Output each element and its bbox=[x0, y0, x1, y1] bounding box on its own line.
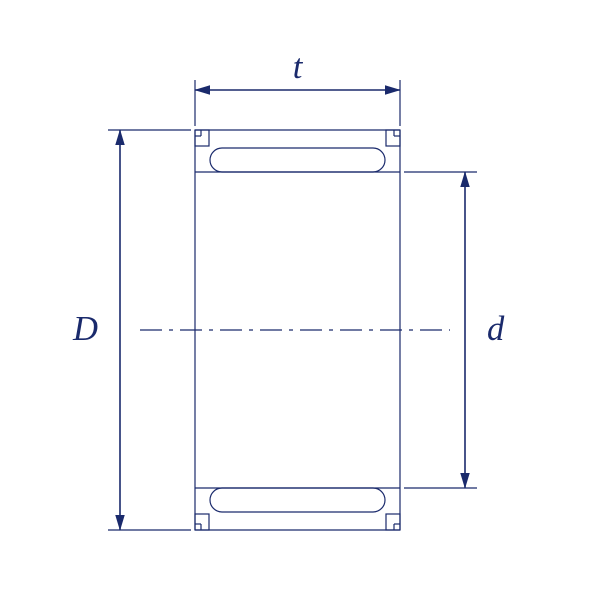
roller bbox=[210, 488, 385, 512]
roller bbox=[210, 148, 385, 172]
end-cap bbox=[195, 514, 209, 530]
bearing-cross-section-diagram: t Dd bbox=[0, 0, 600, 600]
label-t: t bbox=[293, 48, 304, 86]
end-cap bbox=[195, 130, 209, 146]
label-d: d bbox=[487, 310, 505, 348]
end-cap bbox=[386, 514, 400, 530]
end-cap bbox=[386, 130, 400, 146]
label-D: D bbox=[72, 310, 98, 348]
